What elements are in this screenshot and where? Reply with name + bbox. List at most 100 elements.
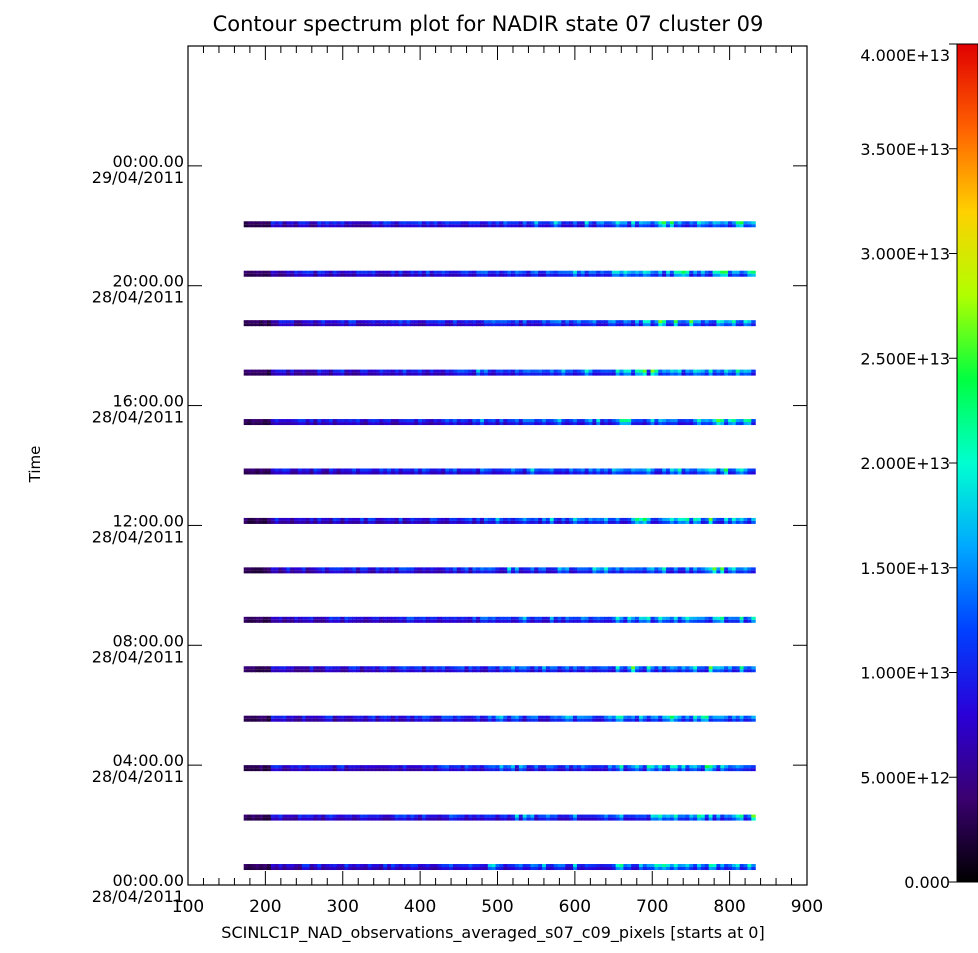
strip-cell: [503, 419, 508, 423]
y-tick-time: 04:00.00: [112, 751, 184, 770]
strip-cell: [716, 669, 721, 673]
strip-cell: [542, 768, 547, 772]
strip-cell: [472, 765, 477, 769]
strip-cell: [313, 867, 318, 871]
strip-cell: [507, 867, 512, 871]
strip-cell: [573, 273, 578, 277]
strip-cell: [317, 669, 322, 673]
strip-cell: [243, 619, 249, 623]
strip-cell: [720, 471, 725, 475]
strip-cell: [751, 422, 756, 426]
strip-cell: [363, 570, 369, 574]
strip-cell: [507, 570, 512, 574]
strip-cell: [689, 273, 694, 277]
strip-cell: [600, 765, 605, 769]
strip-cell: [731, 224, 737, 228]
strip-cell: [243, 864, 249, 868]
strip-cell: [681, 864, 687, 868]
strip-cell: [615, 817, 621, 821]
strip-cell: [526, 570, 532, 574]
strip-cell: [274, 221, 280, 225]
strip-cell: [553, 864, 559, 868]
strip-cell: [565, 765, 570, 769]
strip-cell: [363, 520, 369, 524]
strip-cell: [445, 616, 450, 620]
strip-cell: [379, 471, 384, 475]
strip-cell: [468, 567, 473, 571]
strip-cell: [418, 768, 423, 772]
strip-cell: [294, 768, 299, 772]
strip-cell: [406, 768, 411, 772]
strip-cell: [518, 570, 524, 574]
strip-cell: [728, 616, 733, 620]
strip-cell: [495, 221, 501, 225]
strip-cell: [677, 517, 683, 521]
strip-cell: [375, 517, 380, 521]
strip-cell: [700, 666, 706, 670]
strip-cell: [286, 224, 291, 228]
strip-cell: [375, 570, 380, 574]
strip-cell: [627, 765, 632, 769]
strip-cell: [297, 273, 303, 277]
strip-cell: [615, 616, 621, 620]
strip-cell: [681, 419, 687, 423]
strip-cell: [398, 567, 404, 571]
strip-cell: [518, 817, 524, 821]
strip-cell: [693, 765, 698, 769]
strip-cell: [278, 372, 284, 376]
strip-cell: [604, 224, 609, 228]
strip-cell: [278, 817, 284, 821]
strip-cell: [708, 768, 714, 772]
strip-cell: [456, 765, 462, 769]
strip-cell: [716, 867, 721, 871]
strip-cell: [297, 814, 303, 818]
strip-cell: [673, 372, 679, 376]
strip-cell: [487, 422, 493, 426]
strip-cell: [317, 221, 322, 225]
strip-cell: [410, 567, 415, 571]
strip-cell: [623, 619, 628, 623]
strip-cell: [359, 520, 365, 524]
strip-cell: [402, 814, 408, 818]
strip-cell: [600, 567, 605, 571]
strip-cell: [592, 273, 597, 277]
strip-cell: [359, 715, 365, 719]
strip-cell: [464, 323, 470, 327]
strip-cell: [348, 619, 353, 623]
strip-cell: [588, 419, 594, 423]
strip-cell: [685, 619, 690, 623]
strip-cell: [270, 867, 276, 871]
strip-cell: [743, 471, 749, 475]
strip-cell: [387, 273, 392, 277]
strip-cell: [290, 669, 295, 673]
strip-cell: [441, 768, 446, 772]
strip-cell: [270, 619, 276, 623]
strip-cell: [588, 270, 594, 274]
strip-cell: [340, 814, 346, 818]
strip-cell: [464, 715, 470, 719]
strip-cell: [716, 768, 721, 772]
strip-cell: [270, 273, 276, 277]
strip-cell: [294, 718, 299, 722]
strip-cell: [549, 372, 555, 376]
strip-cell: [301, 224, 307, 228]
strip-cell: [328, 570, 334, 574]
strip-cell: [530, 320, 535, 324]
strip-cell: [449, 817, 454, 821]
strip-cell: [561, 616, 566, 620]
strip-cell: [387, 520, 392, 524]
strip-cell: [561, 817, 566, 821]
strip-cell: [406, 372, 411, 376]
strip-cell: [631, 520, 636, 524]
strip-cell: [751, 270, 756, 274]
strip-cell: [584, 323, 590, 327]
strip-cell: [542, 867, 547, 871]
strip-cell: [666, 765, 671, 769]
strip-cell: [704, 422, 710, 426]
strip-cell: [728, 768, 733, 772]
strip-cell: [375, 616, 380, 620]
strip-cell: [545, 468, 551, 472]
strip-cell: [545, 817, 551, 821]
strip-cell: [375, 817, 380, 821]
strip-cell: [623, 270, 628, 274]
